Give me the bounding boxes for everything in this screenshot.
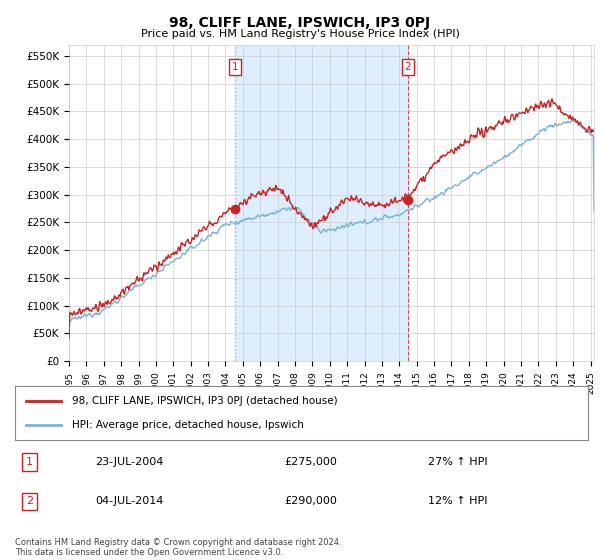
Text: 23-JUL-2004: 23-JUL-2004 xyxy=(95,458,164,467)
Text: 27% ↑ HPI: 27% ↑ HPI xyxy=(428,458,487,467)
Text: £275,000: £275,000 xyxy=(284,458,337,467)
Text: 2: 2 xyxy=(26,497,33,506)
Text: 04-JUL-2014: 04-JUL-2014 xyxy=(95,497,164,506)
Text: 1: 1 xyxy=(26,458,33,467)
Text: 1: 1 xyxy=(232,62,238,72)
Text: 12% ↑ HPI: 12% ↑ HPI xyxy=(428,497,487,506)
Text: £290,000: £290,000 xyxy=(284,497,337,506)
Text: 98, CLIFF LANE, IPSWICH, IP3 0PJ (detached house): 98, CLIFF LANE, IPSWICH, IP3 0PJ (detach… xyxy=(73,396,338,406)
Text: HPI: Average price, detached house, Ipswich: HPI: Average price, detached house, Ipsw… xyxy=(73,420,304,430)
Text: 98, CLIFF LANE, IPSWICH, IP3 0PJ: 98, CLIFF LANE, IPSWICH, IP3 0PJ xyxy=(169,16,431,30)
Bar xyxy=(235,45,408,361)
Text: 2: 2 xyxy=(404,62,412,72)
Text: Contains HM Land Registry data © Crown copyright and database right 2024.
This d: Contains HM Land Registry data © Crown c… xyxy=(15,538,341,557)
Text: Price paid vs. HM Land Registry's House Price Index (HPI): Price paid vs. HM Land Registry's House … xyxy=(140,29,460,39)
